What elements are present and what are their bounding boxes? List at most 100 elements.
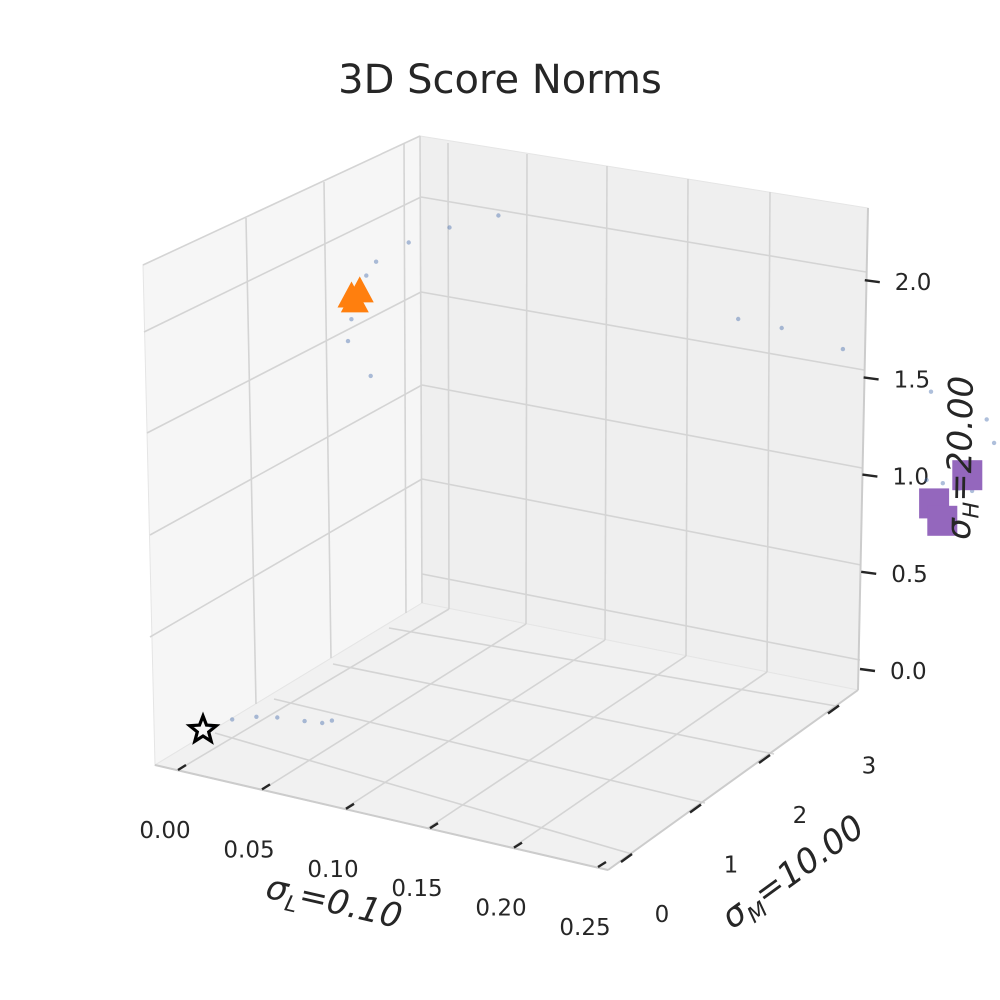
data-point <box>349 317 354 322</box>
gridline <box>403 143 407 614</box>
gridline <box>273 698 706 804</box>
y-tick-label: 3 <box>862 754 877 780</box>
gridline <box>261 623 527 791</box>
data-point <box>329 718 335 723</box>
data-point <box>254 714 259 719</box>
data-point <box>840 346 846 352</box>
gridline <box>388 627 837 707</box>
y-tick-mark <box>758 754 771 764</box>
gridline <box>511 671 768 849</box>
z-axis-label-sigma: σ <box>939 516 979 540</box>
x-tick-label: 0.20 <box>475 896 526 922</box>
gridline <box>525 153 528 625</box>
square-marker <box>927 505 958 536</box>
data-point <box>940 481 945 486</box>
z-tick-label: 2.0 <box>895 270 932 296</box>
data-point <box>368 373 373 379</box>
z-tick-label: 1.0 <box>892 465 929 491</box>
x-tick-label: 0.10 <box>307 857 358 883</box>
data-point <box>447 225 452 230</box>
chart-title: 3D Score Norms <box>338 57 662 103</box>
x-tick-label: 0.25 <box>559 915 610 941</box>
x-tick-mark <box>177 763 187 772</box>
data-point <box>345 338 351 344</box>
y-axis-line <box>607 689 859 871</box>
data-point <box>736 316 741 322</box>
data-point <box>496 213 501 218</box>
data-point <box>779 325 784 331</box>
z-tick-mark <box>863 376 879 381</box>
data-point <box>406 240 411 245</box>
gridline <box>149 478 423 638</box>
y-axis-label-value: =10.00 <box>747 807 872 913</box>
data-point <box>924 477 929 483</box>
x-axis-label-value: =0.10 <box>295 875 406 937</box>
gridline <box>323 181 332 659</box>
x-tick-mark <box>261 783 271 791</box>
star-marker <box>185 711 221 745</box>
x-tick-mark <box>513 841 523 849</box>
gridline <box>143 196 422 333</box>
z-axis-line <box>857 207 869 691</box>
y-tick-mark <box>620 853 633 863</box>
x-tick-label: 0.05 <box>223 837 274 863</box>
gridline <box>447 142 450 610</box>
x-tick-label: 0.00 <box>139 818 190 844</box>
z-tick-label: 0.0 <box>890 659 927 685</box>
z-axis-label: σH=20.00 <box>939 376 987 541</box>
x-tick-mark <box>429 822 439 830</box>
y-tick-mark <box>689 803 702 814</box>
gridline <box>214 732 633 855</box>
x-axis-ticks: 0.00 0.05 0.10 0.15 0.20 0.25 <box>139 763 611 941</box>
gridline <box>427 655 687 829</box>
z-tick-label: 0.5 <box>891 562 928 588</box>
data-point <box>302 718 307 724</box>
y-tick-mark <box>827 704 840 715</box>
gridline <box>420 196 867 273</box>
gridline <box>420 291 865 371</box>
axis-edges <box>154 207 869 871</box>
gridline <box>419 135 423 604</box>
gridline <box>685 178 689 657</box>
gridline <box>149 384 423 536</box>
x-tick-mark <box>597 860 607 869</box>
data-point <box>230 717 235 722</box>
x-axis-label-sub: L <box>282 891 300 918</box>
z-axis-ticks: 0.0 0.5 1.0 1.5 2.0 <box>859 270 932 685</box>
gridline <box>332 663 775 755</box>
z-axis-label-sub: H <box>959 502 984 519</box>
y-tick-label: 0 <box>655 902 670 928</box>
z-tick-mark <box>861 570 877 575</box>
gridline <box>146 291 422 434</box>
x-axis-line <box>154 764 609 871</box>
square-marker <box>952 460 983 491</box>
scatter-points <box>208 213 997 729</box>
data-point <box>928 389 934 394</box>
gridline <box>245 217 257 705</box>
gridline <box>142 135 421 266</box>
z-tick-mark <box>862 473 878 478</box>
z-tick-label: 1.5 <box>894 367 931 393</box>
triangle-marker <box>345 276 374 303</box>
z-tick-mark <box>864 279 880 284</box>
x-tick-mark <box>345 802 355 810</box>
gridline <box>421 478 862 566</box>
data-point <box>320 720 325 726</box>
gridline <box>343 639 606 810</box>
gridline <box>421 573 861 661</box>
y-axis-ticks: 0 1 2 3 <box>620 704 877 928</box>
y-tick-label: 2 <box>793 803 808 829</box>
gridline <box>421 384 863 469</box>
data-point <box>373 259 379 264</box>
y-tick-label: 1 <box>724 853 739 879</box>
x-tick-label: 0.15 <box>391 876 442 902</box>
gridline <box>604 165 608 641</box>
data-point <box>991 440 997 446</box>
z-axis-label-value: =20.00 <box>940 376 982 503</box>
gridline <box>177 608 450 771</box>
data-point <box>364 273 369 278</box>
data-point <box>275 715 280 720</box>
series-markers <box>185 276 983 745</box>
data-point <box>984 417 989 422</box>
